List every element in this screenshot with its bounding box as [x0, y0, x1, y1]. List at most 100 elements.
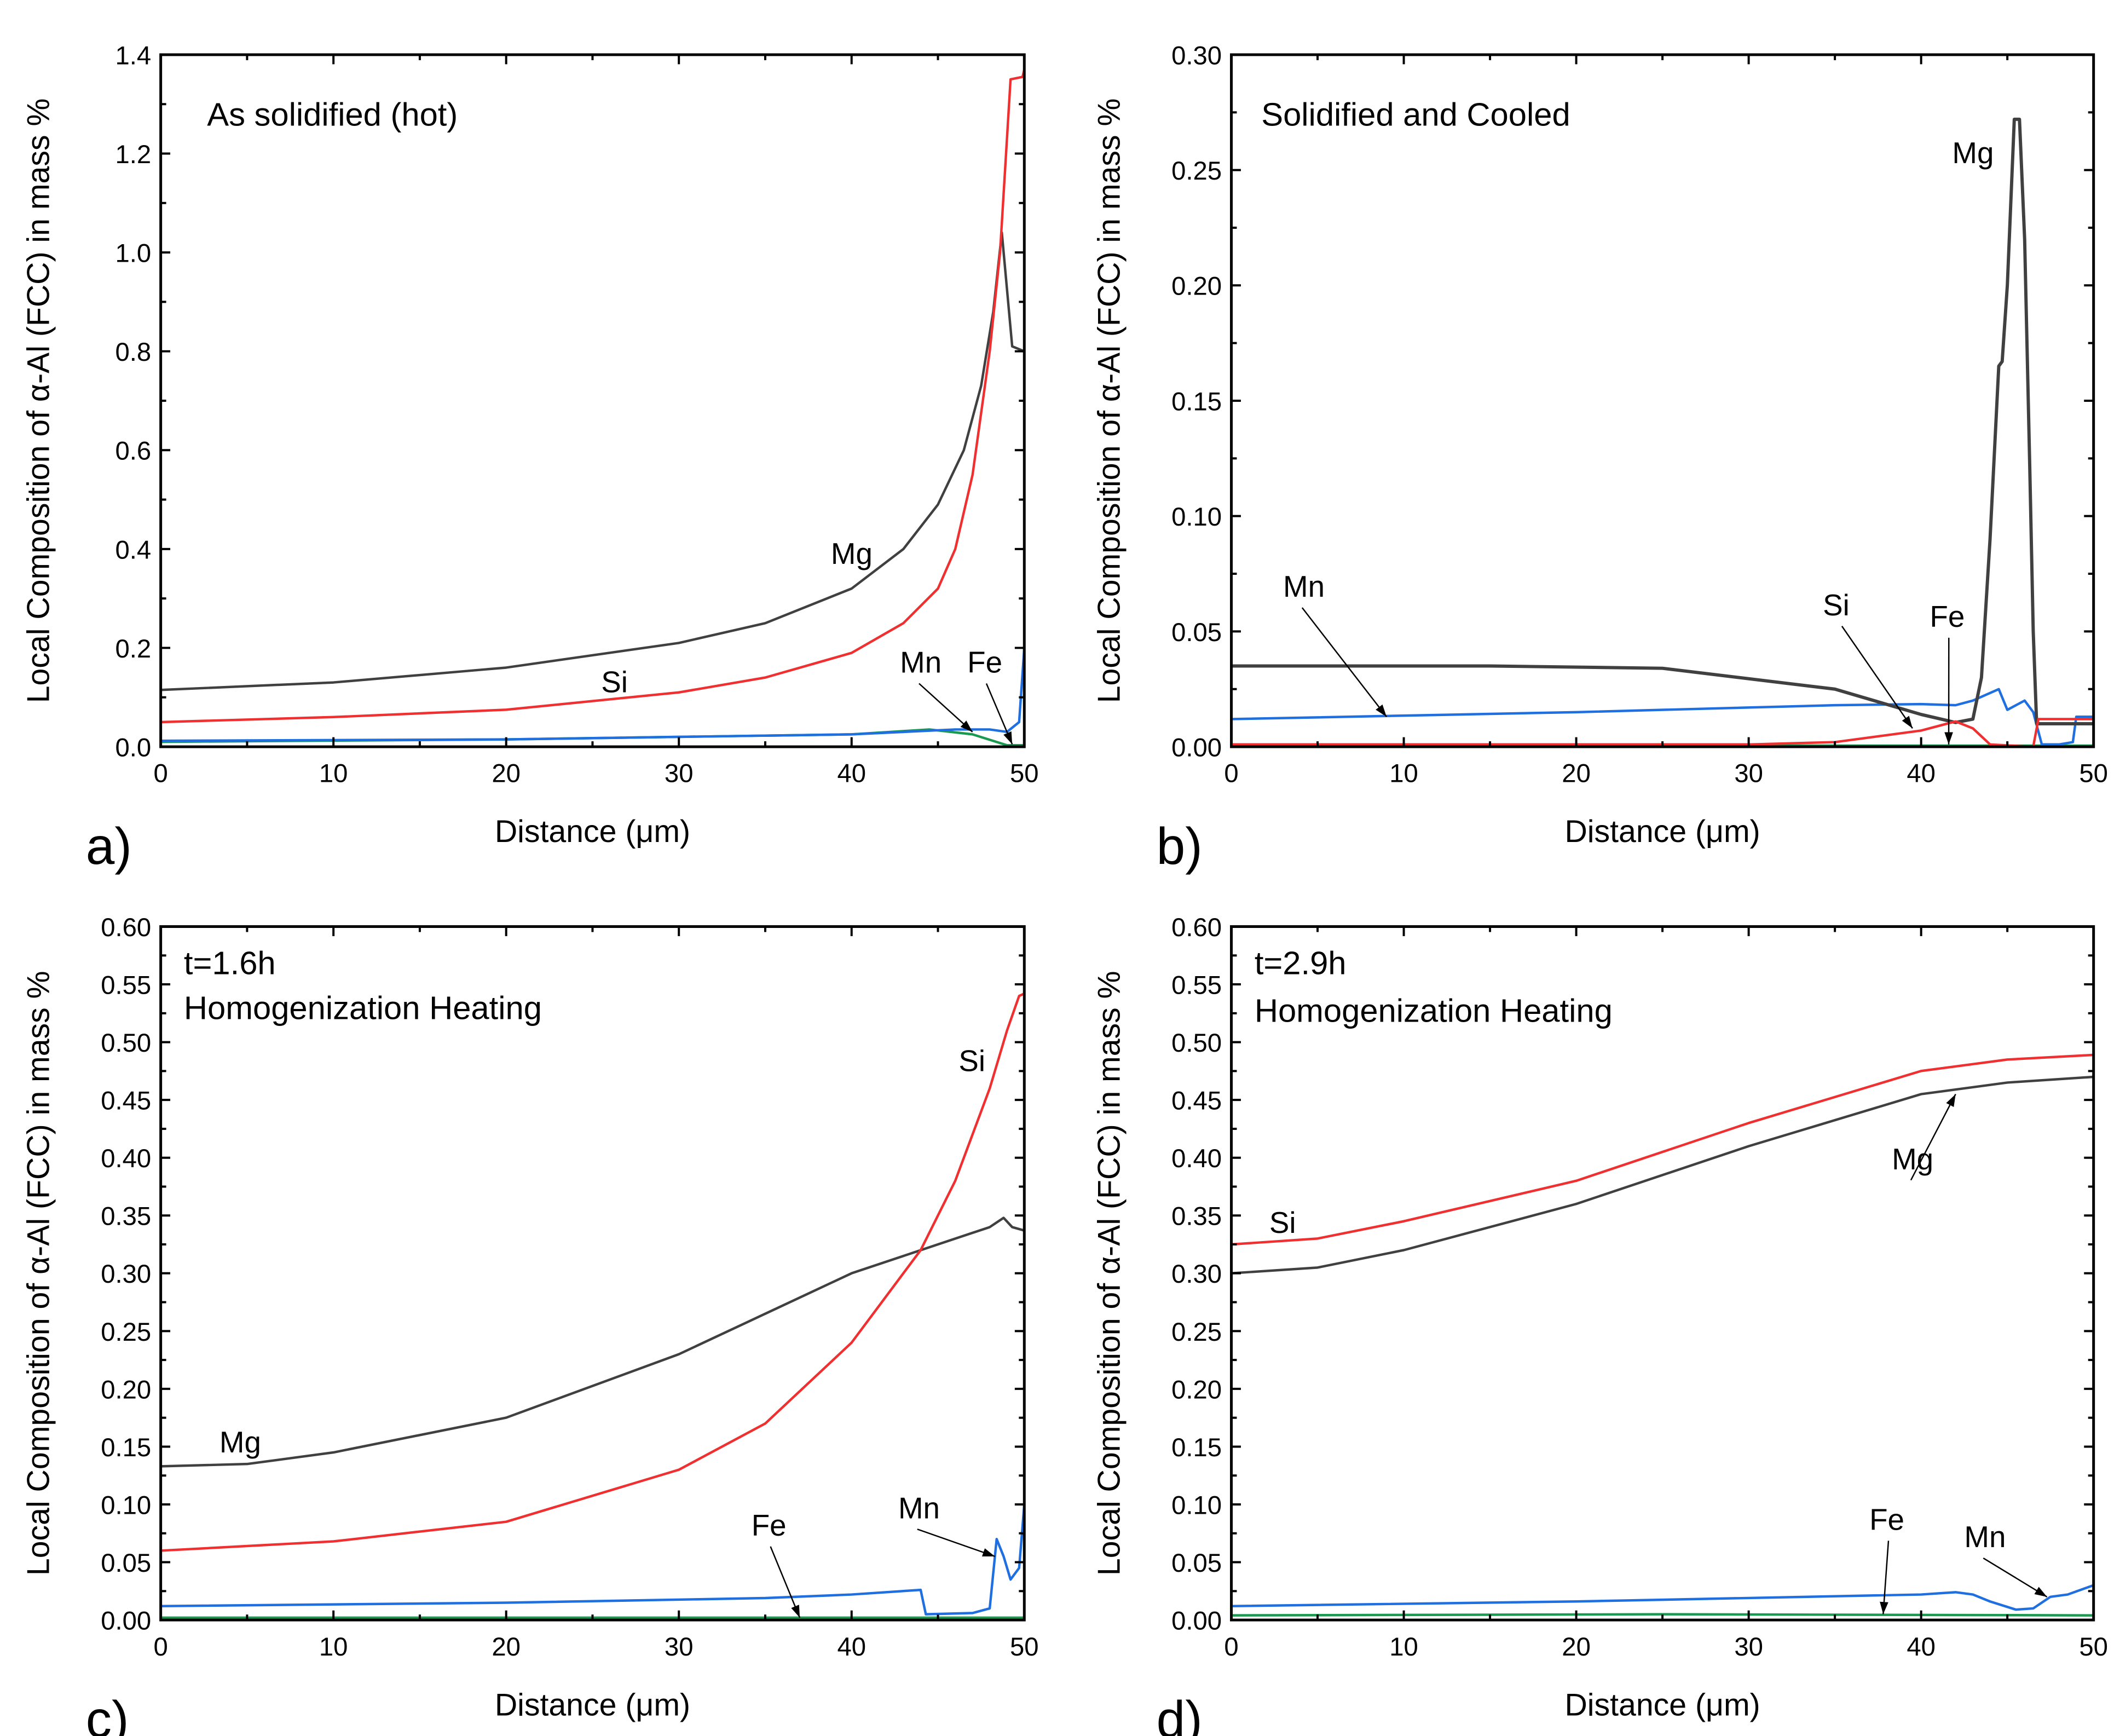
panel-title: As solidified (hot): [207, 96, 458, 132]
y-tick-label: 0.50: [1171, 1029, 1222, 1058]
annotation-mn: Mn: [900, 645, 942, 679]
y-axis-title: Local Composition of α-Al (FCC) in mass …: [1091, 971, 1127, 1576]
x-tick-label: 10: [1389, 759, 1418, 788]
y-tick-label: 0.55: [101, 971, 151, 1000]
y-axis-title: Local Composition of α-Al (FCC) in mass …: [21, 971, 56, 1576]
x-tick-label: 40: [1907, 759, 1936, 788]
annotation-si: Si: [1269, 1206, 1296, 1239]
x-tick-label: 40: [837, 1633, 866, 1662]
panel-label: b): [1157, 817, 1203, 875]
plot-frame: [159, 53, 1026, 748]
y-tick-label: 1.2: [115, 140, 151, 169]
y-tick-label: 0.4: [115, 535, 151, 564]
annotation-arrow: [1983, 1557, 2048, 1597]
series-line-mg: [160, 231, 1025, 691]
plot-frame: [159, 925, 1026, 1622]
annotation-mn: Mn: [1964, 1520, 2006, 1554]
y-tick-label: 0.00: [1171, 733, 1222, 762]
panel-label: a): [86, 817, 132, 875]
series-line-fe: [1231, 1613, 2094, 1617]
series-line-si: [160, 992, 1025, 1552]
y-tick-label: 0.60: [1171, 913, 1222, 942]
series-line-mn: [160, 648, 1025, 742]
series-line-mg: [160, 1216, 1025, 1468]
y-tick-label: 0.15: [1171, 387, 1222, 416]
x-tick-label: 50: [1010, 1633, 1039, 1662]
panel-c: 0 10 20 30 40 50 0.00 0.05 0.10 0.15 0.20 0.25 0.30 0…: [21, 913, 1039, 1736]
panel-title: t=2.9h: [1255, 945, 1347, 982]
series-line-mn: [160, 1504, 1025, 1616]
x-tick-label: 20: [1562, 1633, 1591, 1662]
series-line-mg: [1231, 117, 2094, 725]
panel-title: t=1.6h: [184, 945, 276, 982]
series-line-mn: [1231, 688, 2094, 746]
series-line-mn: [1231, 1584, 2094, 1611]
y-tick-label: 0.00: [101, 1607, 151, 1636]
x-tick-label: 10: [319, 1633, 348, 1662]
plot-frame: [1230, 925, 2095, 1622]
panel-title: Solidified and Cooled: [1261, 96, 1570, 132]
x-tick-label: 50: [2079, 759, 2108, 788]
y-tick-label: 0.25: [101, 1318, 151, 1347]
y-tick-label: 0.00: [1171, 1607, 1222, 1636]
y-tick-label: 0.10: [101, 1491, 151, 1520]
y-tick-label: 0.55: [1171, 971, 1222, 1000]
y-tick-label: 0.10: [1171, 1491, 1222, 1520]
y-tick-label: 1.4: [115, 41, 151, 70]
x-tick-label: 50: [1010, 759, 1039, 788]
y-tick-label: 0.30: [1171, 41, 1222, 70]
x-axis-title: Distance (μm): [495, 814, 690, 849]
y-tick-label: 0.0: [115, 733, 151, 762]
x-tick-label: 20: [492, 1633, 521, 1662]
y-tick-label: 0.45: [1171, 1087, 1222, 1116]
y-tick-label: 0.45: [101, 1087, 151, 1116]
annotation-fe: Fe: [752, 1508, 787, 1542]
y-tick-label: 1.0: [115, 239, 151, 268]
annotation-arrow: [1910, 1094, 1956, 1181]
x-axis-title: Distance (μm): [495, 1687, 690, 1722]
y-tick-label: 0.05: [1171, 1549, 1222, 1578]
panel-label: d): [1157, 1691, 1203, 1736]
x-tick-label: 0: [153, 759, 167, 788]
annotation-mg: Mg: [1952, 136, 1994, 170]
x-tick-label: 10: [319, 759, 348, 788]
x-tick-label: 0: [1224, 759, 1238, 788]
y-tick-label: 0.05: [1171, 618, 1222, 647]
series-line-si: [160, 69, 1025, 724]
annotation-si: Si: [1823, 588, 1850, 622]
y-axis-title: Local Composition of α-Al (FCC) in mass …: [1091, 99, 1127, 703]
y-tick-label: 0.35: [1171, 1202, 1222, 1231]
annotation-mg: Mg: [220, 1425, 261, 1459]
annotation-arrow: [1841, 626, 1913, 729]
x-tick-label: 30: [665, 759, 694, 788]
panel-subtitle: Homogenization Heating: [1255, 993, 1613, 1029]
annotation-mn: Mn: [1283, 569, 1325, 603]
y-tick-label: 0.15: [101, 1433, 151, 1462]
annotation-fe: Fe: [967, 645, 1002, 679]
annotation-mg: Mg: [1892, 1142, 1933, 1176]
y-tick-label: 0.05: [101, 1549, 151, 1578]
annotation-si: Si: [601, 665, 628, 699]
panel-d: 0 10 20 30 40 50 0.00 0.05 0.10 0.15 0.20 0.25 0.30 0…: [1091, 913, 2107, 1736]
series-line-si: [1231, 718, 2094, 747]
annotation-arrow: [919, 683, 973, 733]
x-axis-title: Distance (μm): [1564, 1687, 1760, 1722]
annotation-mg: Mg: [831, 537, 873, 570]
x-axis-title: Distance (μm): [1564, 814, 1760, 849]
y-tick-label: 0.50: [101, 1029, 151, 1058]
x-tick-label: 50: [2079, 1633, 2108, 1662]
y-tick-label: 0.20: [1171, 1375, 1222, 1404]
y-tick-label: 0.20: [101, 1375, 151, 1404]
y-tick-label: 0.40: [1171, 1144, 1222, 1173]
x-tick-label: 30: [665, 1633, 694, 1662]
annotation-si: Si: [958, 1043, 985, 1077]
y-tick-label: 0.20: [1171, 272, 1222, 301]
x-tick-label: 30: [1734, 759, 1763, 788]
annotation-arrow: [917, 1529, 996, 1558]
annotation-arrow: [770, 1546, 801, 1618]
y-tick-label: 0.6: [115, 437, 151, 466]
panel-label: c): [86, 1691, 129, 1736]
x-tick-label: 20: [1562, 759, 1591, 788]
